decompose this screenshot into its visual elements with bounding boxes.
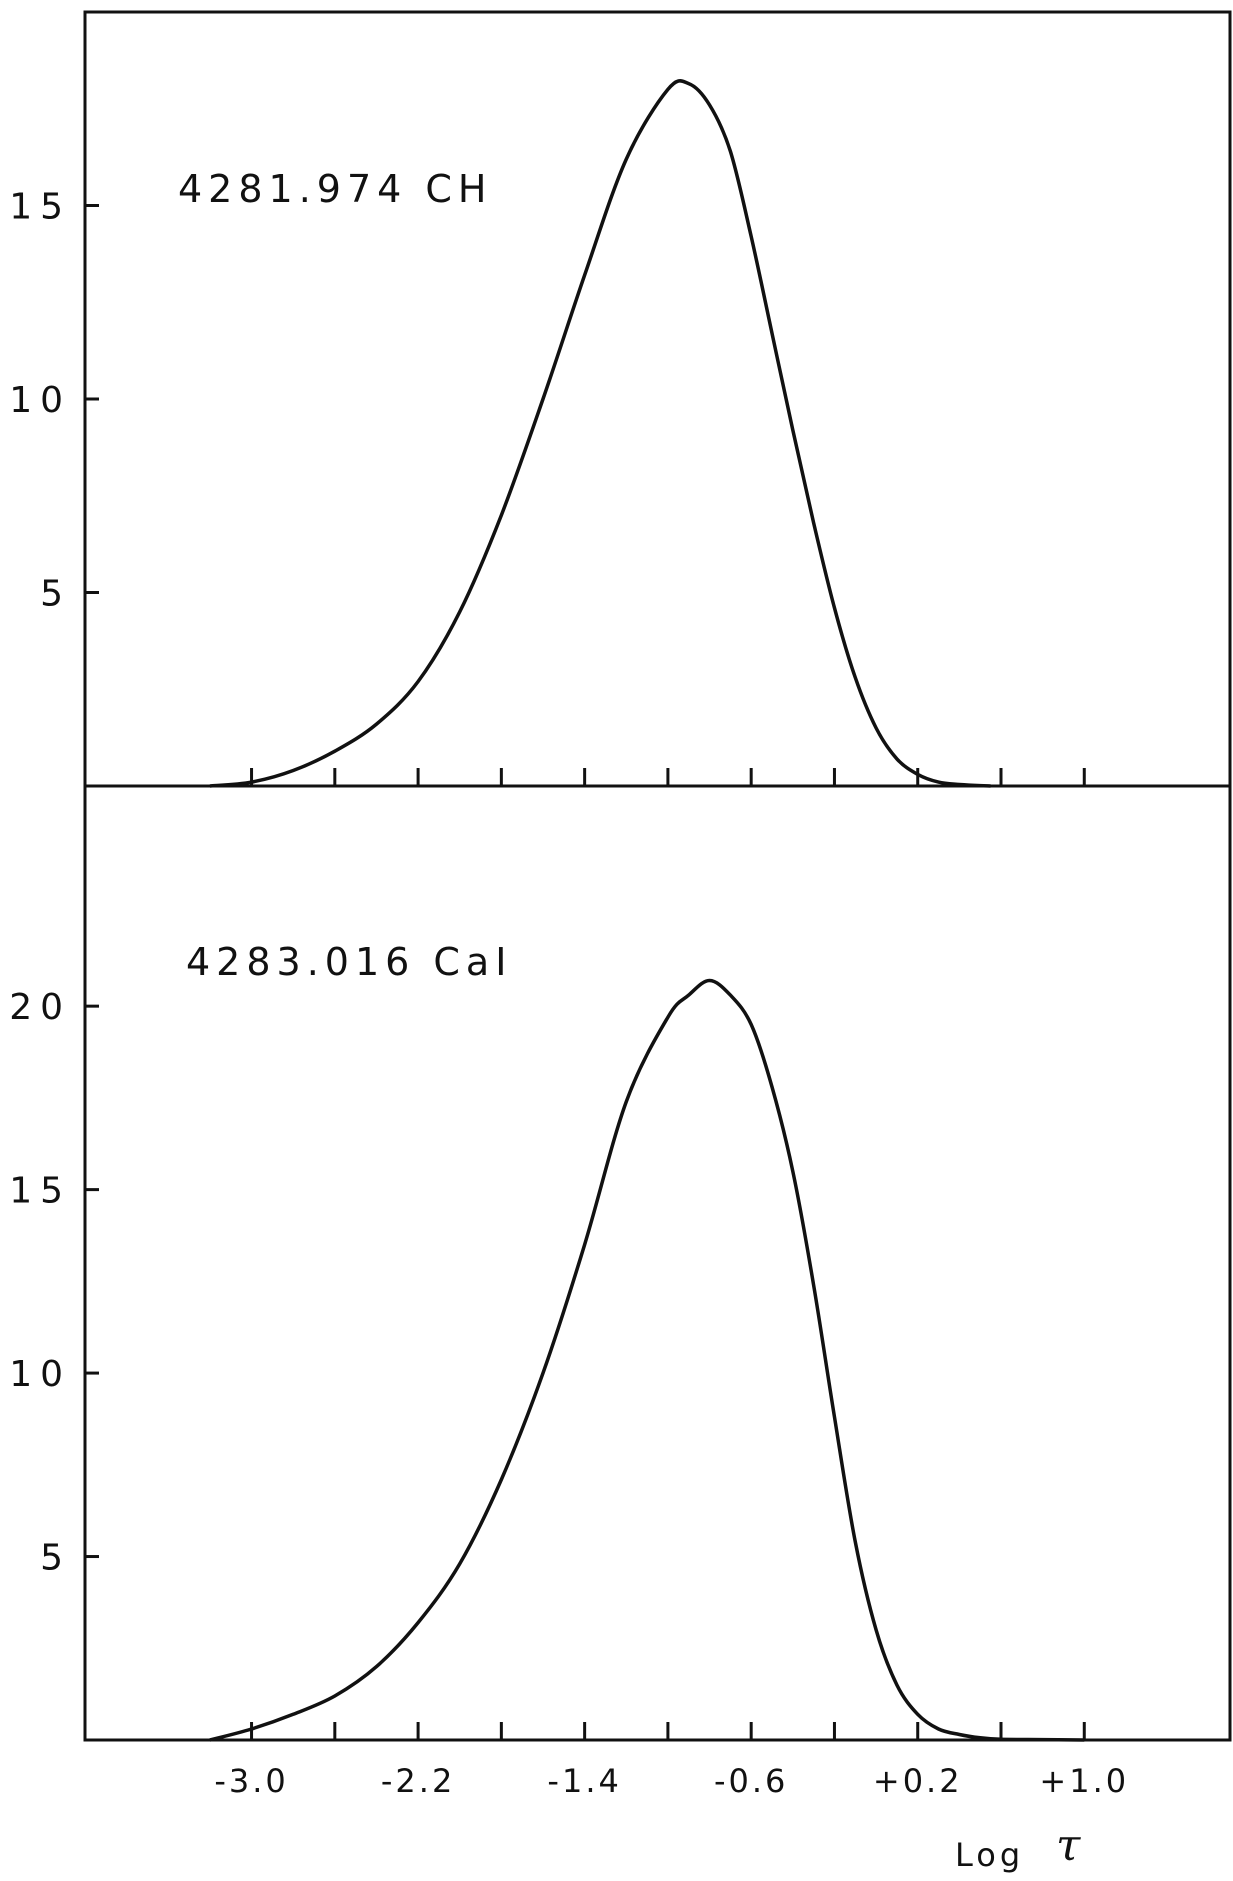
series-line-panel-1	[209, 978, 1085, 1742]
x-axis-tau-symbol: τ	[1056, 1820, 1081, 1871]
x-axis-title: Log	[955, 1836, 1024, 1874]
y-tick-label: 10	[9, 380, 71, 421]
y-tick-label: 5	[40, 574, 71, 615]
x-tick-label: +0.2	[873, 1762, 963, 1800]
y-tick-label: 5	[40, 1538, 71, 1579]
y-tick-label: 15	[9, 1171, 71, 1212]
x-tick-label: -2.2	[381, 1762, 455, 1800]
x-tick-label: -3.0	[214, 1762, 288, 1800]
panel-cai: 4283.016 CaI 5 10 15 20	[9, 940, 1086, 1742]
x-tick-label: -0.6	[714, 1762, 788, 1800]
panel-label-ch: 4281.974 CH	[178, 167, 493, 211]
panel-label-cai: 4283.016 CaI	[186, 940, 512, 984]
plot-frame	[83, 10, 1232, 1742]
x-axis: -3.0 -2.2 -1.4 -0.6 +0.2 +1.0	[214, 1762, 1129, 1800]
outer-frame	[83, 10, 1232, 1742]
y-tick-label: 10	[9, 1354, 71, 1395]
x-tick-label: +1.0	[1039, 1762, 1129, 1800]
y-tick-label: 15	[9, 187, 71, 228]
panel-ch: 4281.974 CH 5 10 15	[9, 79, 1086, 788]
series-line-panel-0	[209, 79, 991, 788]
y-tick-label: 20	[9, 987, 71, 1028]
x-tick-label: -1.4	[547, 1762, 621, 1800]
